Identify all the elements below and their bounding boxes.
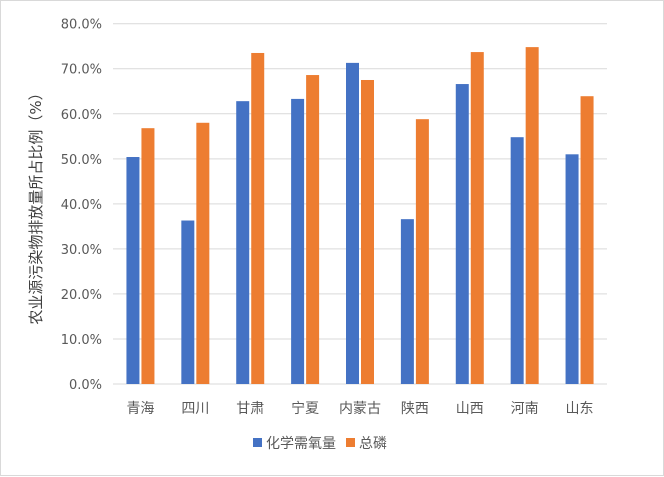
x-tick-label: 陕西 xyxy=(401,401,429,417)
legend-swatch xyxy=(253,438,262,447)
y-tick-label: 0.0% xyxy=(69,378,102,393)
y-axis-label: 农业源污染物排放量所占比例（%） xyxy=(27,85,45,324)
bar-cod xyxy=(291,98,305,384)
x-tick-label: 宁夏 xyxy=(291,400,319,417)
y-tick-label: 70.0% xyxy=(61,63,102,78)
y-tick-label: 50.0% xyxy=(61,153,102,168)
bar-tp xyxy=(196,122,210,384)
bar-tp xyxy=(525,47,539,384)
bar-tp xyxy=(361,79,374,384)
bar-cod xyxy=(565,154,579,384)
x-tick-label: 青海 xyxy=(126,401,154,417)
bar-tp xyxy=(580,96,594,384)
bar-tp xyxy=(306,75,320,384)
y-tick-label: 40.0% xyxy=(61,198,102,213)
legend-swatch xyxy=(346,438,355,447)
x-tick-label: 山东 xyxy=(566,401,594,417)
bar-cod xyxy=(181,220,195,384)
bar-cod xyxy=(510,137,524,384)
bar-cod xyxy=(236,101,250,385)
y-tick-label: 30.0% xyxy=(61,243,102,258)
y-tick-label: 60.0% xyxy=(61,108,102,123)
y-tick-label: 80.0% xyxy=(61,18,102,33)
legend-label: 化学需氧量 xyxy=(266,436,336,452)
x-tick-label: 四川 xyxy=(181,401,209,417)
bar-tp xyxy=(415,119,429,384)
x-tick-label: 山西 xyxy=(456,401,484,417)
x-tick-label: 内蒙古 xyxy=(339,401,381,417)
bar-cod xyxy=(455,84,469,385)
bar-tp xyxy=(251,52,265,385)
y-tick-label: 10.0% xyxy=(61,333,102,348)
x-tick-label: 甘肃 xyxy=(236,401,264,417)
x-tick-label: 河南 xyxy=(511,401,539,417)
bar-cod xyxy=(346,62,359,384)
bar-tp xyxy=(470,52,484,385)
legend-label: 总磷 xyxy=(359,436,387,452)
bar-cod xyxy=(400,219,414,384)
bar-tp xyxy=(141,128,155,384)
y-tick-label: 20.0% xyxy=(61,288,102,303)
bar-cod xyxy=(126,157,140,384)
